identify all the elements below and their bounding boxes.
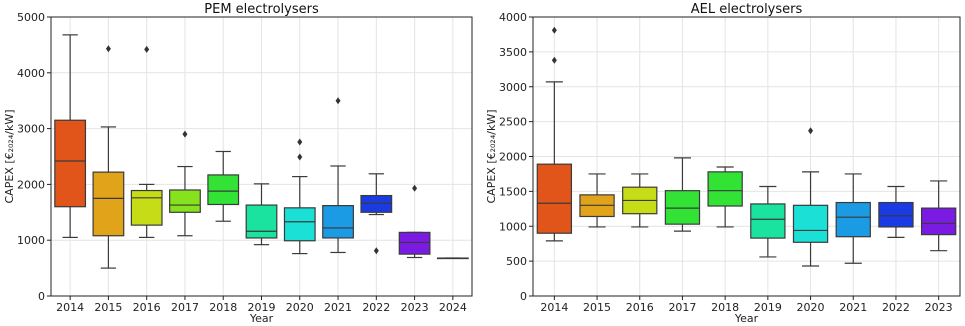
box-2021 bbox=[835, 173, 871, 264]
x-tick-label: 2022 bbox=[362, 301, 390, 314]
box-2021 bbox=[322, 97, 354, 254]
box-iqr bbox=[878, 201, 914, 228]
x-tick-label: 2015 bbox=[583, 301, 611, 314]
axes-frame bbox=[532, 16, 961, 297]
box-iqr bbox=[835, 201, 871, 238]
ael-chart: 0 500 1000 1500 2000 2500 3000 3500 4000 2014 2015… bbox=[485, 2, 961, 325]
outlier-point bbox=[551, 26, 557, 34]
box-2022 bbox=[360, 173, 393, 255]
box-iqr bbox=[92, 171, 125, 237]
box-2016 bbox=[622, 173, 658, 228]
y-tick-label: 3000 bbox=[499, 81, 527, 94]
box-2019 bbox=[245, 183, 278, 246]
x-tick-label: 2017 bbox=[171, 301, 199, 314]
box-iqr bbox=[792, 204, 829, 243]
box-2020 bbox=[283, 138, 316, 255]
box-2020 bbox=[792, 127, 829, 267]
box-iqr bbox=[169, 189, 201, 213]
x-tick-label: 2021 bbox=[324, 301, 352, 314]
y-tick-label: 1000 bbox=[17, 234, 45, 247]
x-tick-label: 2022 bbox=[882, 301, 910, 314]
grid bbox=[533, 16, 960, 297]
outlier-point bbox=[144, 45, 150, 53]
box-2023 bbox=[920, 180, 957, 252]
ael-y-axis-label: CAPEX [€₂₀₂₄/kW] bbox=[485, 110, 498, 204]
box-2023 bbox=[398, 184, 431, 259]
box-2015 bbox=[579, 173, 615, 228]
x-tick-label: 2016 bbox=[626, 301, 654, 314]
outlier-point bbox=[105, 45, 111, 53]
box-iqr bbox=[664, 190, 701, 225]
x-tick-label: 2018 bbox=[209, 301, 237, 314]
box-2015 bbox=[92, 45, 125, 269]
x-tick-label: 2023 bbox=[925, 301, 953, 314]
box-iqr bbox=[54, 119, 87, 208]
pem-y-axis-label: CAPEX [€₂₀₂₄/kW] bbox=[3, 110, 16, 204]
y-tick-label: 2500 bbox=[499, 116, 527, 129]
x-tick-label: 2017 bbox=[668, 301, 696, 314]
x-tick-label: 2014 bbox=[56, 301, 84, 314]
y-tick-label: 1500 bbox=[499, 185, 527, 198]
y-tick-label: 5000 bbox=[17, 11, 45, 24]
ael-x-axis-label: Year bbox=[734, 312, 759, 325]
box-2014 bbox=[536, 26, 573, 242]
ael-chart-title: AEL electrolysers bbox=[691, 2, 803, 17]
x-tick-label: 2024 bbox=[439, 301, 467, 314]
x-tick-label: 2014 bbox=[540, 301, 568, 314]
x-tick-label: 2016 bbox=[133, 301, 161, 314]
y-tick-label: 1000 bbox=[499, 220, 527, 233]
box-2024 bbox=[436, 257, 469, 260]
box-iqr bbox=[245, 204, 278, 239]
x-tick-label: 2021 bbox=[839, 301, 867, 314]
box-iqr bbox=[750, 203, 786, 239]
outlier-point bbox=[297, 153, 303, 161]
box-2014 bbox=[54, 34, 87, 239]
y-tick-label: 3500 bbox=[499, 46, 527, 59]
y-tick-label: 0 bbox=[520, 290, 527, 303]
pem-x-axis-label: Year bbox=[249, 312, 274, 325]
x-tick-label: 2023 bbox=[401, 301, 429, 314]
box-iqr bbox=[207, 174, 240, 206]
y-tick-label: 2000 bbox=[17, 178, 45, 191]
box-2022 bbox=[878, 185, 914, 239]
x-tick-label: 2018 bbox=[711, 301, 739, 314]
outlier-point bbox=[297, 138, 303, 146]
box-2017 bbox=[664, 157, 701, 232]
box-iqr bbox=[536, 163, 573, 234]
outlier-point bbox=[808, 127, 814, 135]
box-2017 bbox=[169, 130, 201, 237]
y-tick-label: 500 bbox=[506, 255, 527, 268]
box-iqr bbox=[398, 231, 431, 255]
box-iqr bbox=[130, 189, 163, 226]
x-tick-label: 2020 bbox=[286, 301, 314, 314]
box-2018 bbox=[707, 166, 743, 228]
box-iqr bbox=[920, 207, 957, 236]
pem-chart-title: PEM electrolysers bbox=[204, 2, 319, 17]
x-tick-label: 2019 bbox=[754, 301, 782, 314]
y-tick-label: 3000 bbox=[17, 123, 45, 136]
y-tick-label: 0 bbox=[38, 290, 45, 303]
axes-frame bbox=[50, 16, 473, 297]
box-iqr bbox=[322, 205, 354, 239]
outlier-point bbox=[373, 247, 379, 255]
x-tick-label: 2015 bbox=[94, 301, 122, 314]
box-iqr bbox=[283, 207, 316, 242]
outlier-point bbox=[335, 97, 341, 105]
box-iqr bbox=[707, 171, 743, 207]
box-2019 bbox=[750, 185, 786, 258]
y-tick-label: 4000 bbox=[499, 11, 527, 24]
pem-chart: 0 1000 2000 3000 4000 5000 2014 2015 2016 2017 201… bbox=[3, 2, 473, 325]
y-tick-label: 4000 bbox=[17, 67, 45, 80]
x-tick-label: 2020 bbox=[797, 301, 825, 314]
box-2016 bbox=[130, 45, 163, 239]
x-tick-label: 2019 bbox=[248, 301, 276, 314]
outlier-point bbox=[551, 56, 557, 64]
outlier-point bbox=[412, 184, 418, 192]
outlier-point bbox=[182, 130, 188, 138]
box-2018 bbox=[207, 150, 240, 222]
y-tick-label: 2000 bbox=[499, 151, 527, 164]
